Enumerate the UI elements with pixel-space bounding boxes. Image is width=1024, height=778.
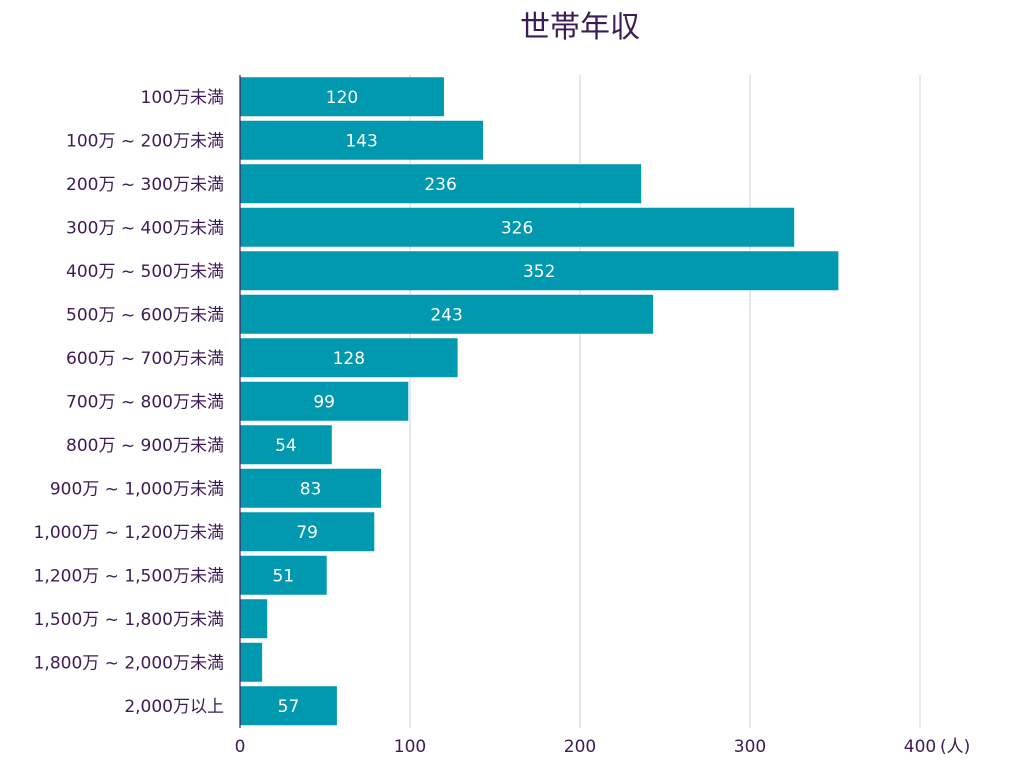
- bar: [240, 120, 484, 160]
- bar: [240, 599, 268, 639]
- x-axis-ticks: 0 100 200 300 400: [235, 737, 937, 757]
- category-label: 700万 ~ 800万未満: [66, 392, 224, 412]
- bar-value-label: 57: [278, 697, 300, 717]
- x-tick-label: 100: [394, 737, 426, 757]
- bar-value-label: 120: [326, 88, 358, 108]
- category-label: 1,800万 ~ 2,000万未満: [34, 653, 224, 673]
- category-label: 1,000万 ~ 1,200万未満: [34, 523, 224, 543]
- category-label: 200万 ~ 300万未満: [66, 175, 224, 195]
- category-label: 1,200万 ~ 1,500万未満: [34, 566, 224, 586]
- category-labels: 100万未満 100万 ~ 200万未満 200万 ~ 300万未満 300万 ~ 4…: [34, 88, 224, 717]
- category-label: 800万 ~ 900万未満: [66, 436, 224, 456]
- bar: [240, 207, 795, 247]
- x-tick-label: 300: [734, 737, 766, 757]
- bar: [240, 381, 409, 421]
- bar: [240, 251, 839, 291]
- bar-value-label: 236: [424, 175, 456, 195]
- bar: [240, 468, 382, 508]
- category-label: 2,000万以上: [124, 697, 224, 717]
- bar: [240, 642, 263, 682]
- category-label: 500万 ~ 600万未満: [66, 305, 224, 325]
- bar: [240, 294, 654, 334]
- category-label: 400万 ~ 500万未満: [66, 262, 224, 282]
- bar: [240, 77, 444, 117]
- bar-value-label: 143: [345, 131, 377, 151]
- x-tick-label: 200: [564, 737, 596, 757]
- bar: [240, 338, 458, 378]
- x-tick-label: 400: [904, 737, 936, 757]
- bar: [240, 164, 642, 204]
- bar-value-label: 243: [430, 305, 462, 325]
- bars: 120 143 236 326 352 243 128 99 54 83 79 51 57: [239, 75, 839, 728]
- bar-value-label: 51: [273, 566, 295, 586]
- category-label: 900万 ~ 1,000万未満: [50, 479, 224, 499]
- category-label: 100万未満: [141, 88, 224, 108]
- bar: [240, 686, 337, 726]
- x-axis-unit-label: (人): [940, 737, 970, 757]
- category-label: 300万 ~ 400万未満: [66, 218, 224, 238]
- chart-title: 世帯年収: [520, 10, 640, 45]
- x-tick-label: 0: [235, 737, 246, 757]
- bar-value-label: 326: [501, 218, 533, 238]
- category-label: 1,500万 ~ 1,800万未満: [34, 610, 224, 630]
- bar: [240, 555, 327, 595]
- bar: [240, 425, 332, 465]
- bar: [240, 512, 375, 552]
- category-label: 600万 ~ 700万未満: [66, 349, 224, 369]
- bar-value-label: 83: [300, 479, 322, 499]
- bar-value-label: 54: [275, 436, 297, 456]
- bar-value-label: 79: [296, 523, 318, 543]
- bar-value-label: 128: [333, 349, 365, 369]
- bar-value-label: 352: [523, 262, 555, 282]
- bar-value-label: 99: [313, 392, 335, 412]
- category-label: 100万 ~ 200万未満: [66, 131, 224, 151]
